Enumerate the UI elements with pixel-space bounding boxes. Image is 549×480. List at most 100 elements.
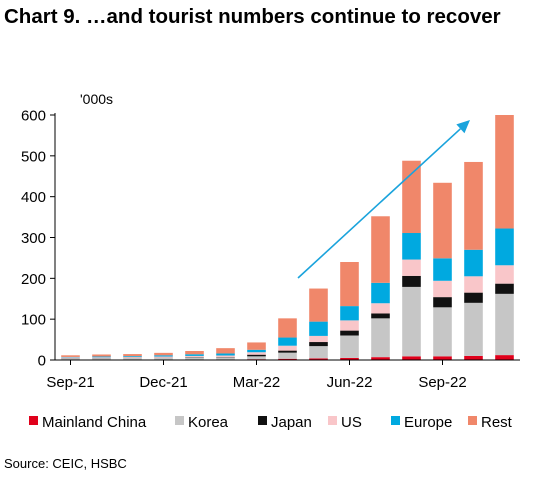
bar-segment-us <box>340 320 359 331</box>
bar-segment-europe <box>495 228 514 266</box>
bar-segment-rest <box>185 351 204 355</box>
bar-segment-europe <box>278 337 297 346</box>
bar-segment-europe <box>309 321 328 336</box>
bar-segment-europe <box>154 355 173 357</box>
bar-segment-us <box>123 356 142 358</box>
bar-segment-korea <box>247 356 266 360</box>
y-axis: '000s 0 100 200 300 400 500 600 <box>21 91 113 370</box>
bar-segment-japan <box>464 292 483 303</box>
x-tick-label: Jun-22 <box>327 374 373 391</box>
bar-segment-europe <box>216 353 235 356</box>
bar-segment-korea <box>61 358 80 360</box>
bar-segment-korea <box>154 357 173 360</box>
bar-segment-europe <box>371 282 390 304</box>
bar-segment-rest <box>123 354 142 357</box>
x-axis: Sep-21 Dec-21 Mar-22 Jun-22 Sep-22 <box>46 359 520 391</box>
legend-label: Korea <box>188 414 229 431</box>
bar-segment-mainland-china <box>340 357 359 360</box>
trend-arrow <box>297 120 470 279</box>
bar-segment-us <box>464 276 483 293</box>
legend: Mainland China Korea Japan US Europe Rest <box>29 414 513 431</box>
bar-segment-europe <box>123 356 142 357</box>
legend-swatch <box>468 416 477 425</box>
bar-segment-europe <box>464 249 483 277</box>
bars <box>61 115 514 360</box>
bar-segment-rest <box>433 182 452 259</box>
bar-segment-japan <box>433 297 452 308</box>
legend-label: Japan <box>271 414 312 431</box>
bar-segment-korea <box>278 352 297 359</box>
legend-swatch <box>391 416 400 425</box>
y-tick-label: 300 <box>21 230 46 247</box>
bar-segment-rest <box>402 160 421 234</box>
bar-segment-mainland-china <box>278 358 297 360</box>
bar-segment-korea <box>402 286 421 357</box>
bar-segment-korea <box>433 307 452 357</box>
bar-segment-europe <box>185 354 204 356</box>
trend-arrow-line <box>297 128 461 279</box>
bar-segment-korea <box>185 357 204 360</box>
bar-segment-us <box>61 357 80 359</box>
bar-segment-rest <box>216 348 235 354</box>
bar-segment-korea <box>340 335 359 358</box>
y-tick-label: 200 <box>21 271 46 288</box>
legend-label: US <box>341 414 362 431</box>
bar-segment-europe <box>340 306 359 321</box>
trend-arrow-head <box>456 120 470 134</box>
bar-segment-us <box>309 335 328 343</box>
bar-segment-japan <box>495 283 514 294</box>
y-tick-label: 500 <box>21 148 46 165</box>
y-axis-unit-label: '000s <box>80 91 113 107</box>
bar-segment-mainland-china <box>309 358 328 360</box>
bar-segment-mainland-china <box>433 356 452 360</box>
bar-segment-japan <box>371 313 390 319</box>
bar-segment-rest <box>278 318 297 338</box>
bar-segment-rest <box>92 354 111 357</box>
bar-segment-europe <box>402 233 421 260</box>
bar-segment-mainland-china <box>371 357 390 360</box>
bar-segment-us <box>278 345 297 351</box>
bar-segment-japan <box>340 330 359 336</box>
bar-segment-us <box>433 280 452 298</box>
bar-segment-korea <box>92 358 111 360</box>
legend-label: Rest <box>481 414 513 431</box>
bar-segment-mainland-china <box>402 356 421 360</box>
bar-segment-us <box>185 355 204 358</box>
bar-segment-mainland-china <box>495 355 514 360</box>
bar-segment-europe <box>433 258 452 281</box>
x-tick-label: Sep-21 <box>46 374 94 391</box>
legend-swatch <box>175 416 184 425</box>
legend-label: Mainland China <box>42 414 147 431</box>
y-tick-label: 600 <box>21 108 46 125</box>
bar-segment-korea <box>464 302 483 356</box>
bar-segment-japan <box>247 354 266 357</box>
bar-segment-rest <box>154 352 173 356</box>
bar-segment-rest <box>464 161 483 250</box>
x-tick-label: Dec-21 <box>139 374 187 391</box>
bar-segment-us <box>92 357 111 359</box>
legend-swatch <box>29 416 38 425</box>
bar-segment-rest <box>61 355 80 357</box>
bar-segment-us <box>216 355 235 358</box>
bar-segment-mainland-china <box>464 355 483 360</box>
bar-segment-japan <box>278 350 297 353</box>
bar-segment-korea <box>309 346 328 359</box>
chart-title: Chart 9. …and tourist numbers continue t… <box>4 5 501 28</box>
x-tick-label: Sep-22 <box>418 374 466 391</box>
bar-segment-korea <box>123 357 142 360</box>
legend-label: Europe <box>404 414 452 431</box>
bar-segment-korea <box>495 293 514 356</box>
bar-segment-europe <box>92 356 111 358</box>
bar-segment-japan <box>309 342 328 347</box>
x-tick-label: Mar-22 <box>233 374 281 391</box>
bar-segment-rest <box>247 342 266 350</box>
bar-segment-rest <box>309 288 328 322</box>
y-tick-label: 0 <box>38 353 46 370</box>
bar-segment-us <box>495 265 514 284</box>
bar-segment-rest <box>371 216 390 283</box>
bar-segment-us <box>247 352 266 355</box>
bar-segment-europe <box>247 349 266 353</box>
bar-segment-korea <box>371 318 390 358</box>
bar-segment-rest <box>340 262 359 307</box>
